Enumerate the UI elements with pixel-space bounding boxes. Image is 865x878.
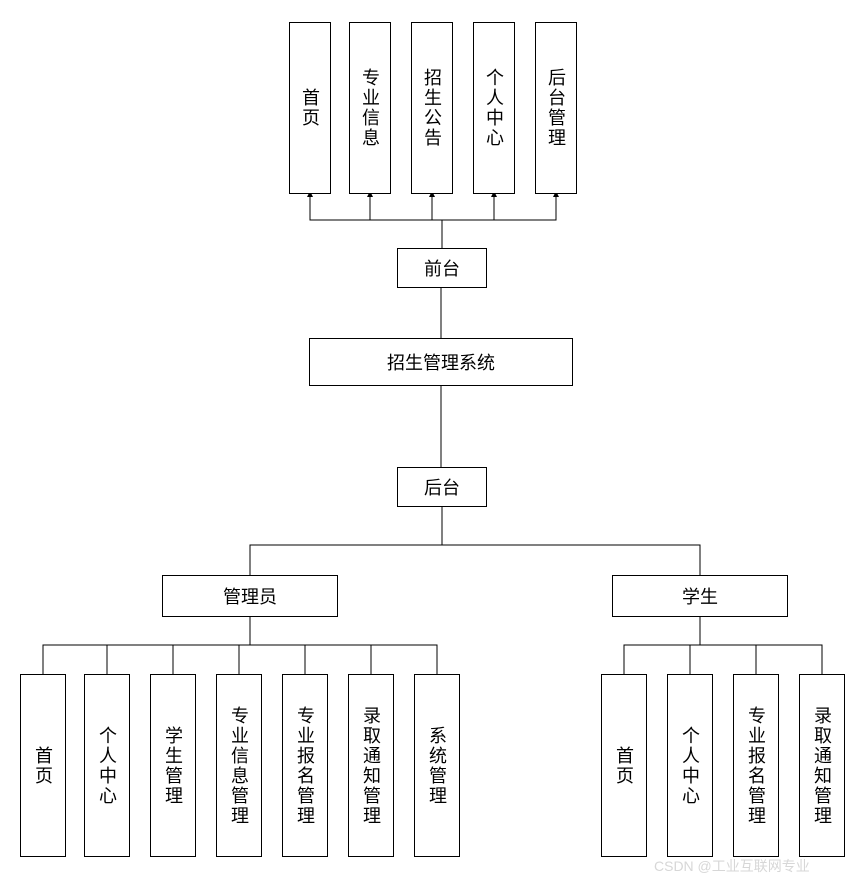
node-student: 学生: [612, 575, 788, 617]
node-f5: 后台管理: [535, 22, 577, 194]
node-s4: 录取通知管理: [799, 674, 845, 857]
node-a4: 专业信息管理: [216, 674, 262, 857]
node-f4: 个人中心: [473, 22, 515, 194]
node-a3: 学生管理: [150, 674, 196, 857]
node-a1: 首页: [20, 674, 66, 857]
node-back: 后台: [397, 467, 487, 507]
watermark-right: 工业互联网专业: [712, 858, 810, 874]
node-center: 招生管理系统: [309, 338, 573, 386]
node-s1: 首页: [601, 674, 647, 857]
node-s2: 个人中心: [667, 674, 713, 857]
watermark: CSDN @工业互联网专业: [654, 856, 810, 876]
node-a6: 录取通知管理: [348, 674, 394, 857]
node-a2: 个人中心: [84, 674, 130, 857]
node-f1: 首页: [289, 22, 331, 194]
node-a5: 专业报名管理: [282, 674, 328, 857]
node-f2: 专业信息: [349, 22, 391, 194]
node-admin: 管理员: [162, 575, 338, 617]
node-front: 前台: [397, 248, 487, 288]
node-s3: 专业报名管理: [733, 674, 779, 857]
node-f3: 招生公告: [411, 22, 453, 194]
node-a7: 系统管理: [414, 674, 460, 857]
watermark-left: CSDN @: [654, 858, 712, 874]
